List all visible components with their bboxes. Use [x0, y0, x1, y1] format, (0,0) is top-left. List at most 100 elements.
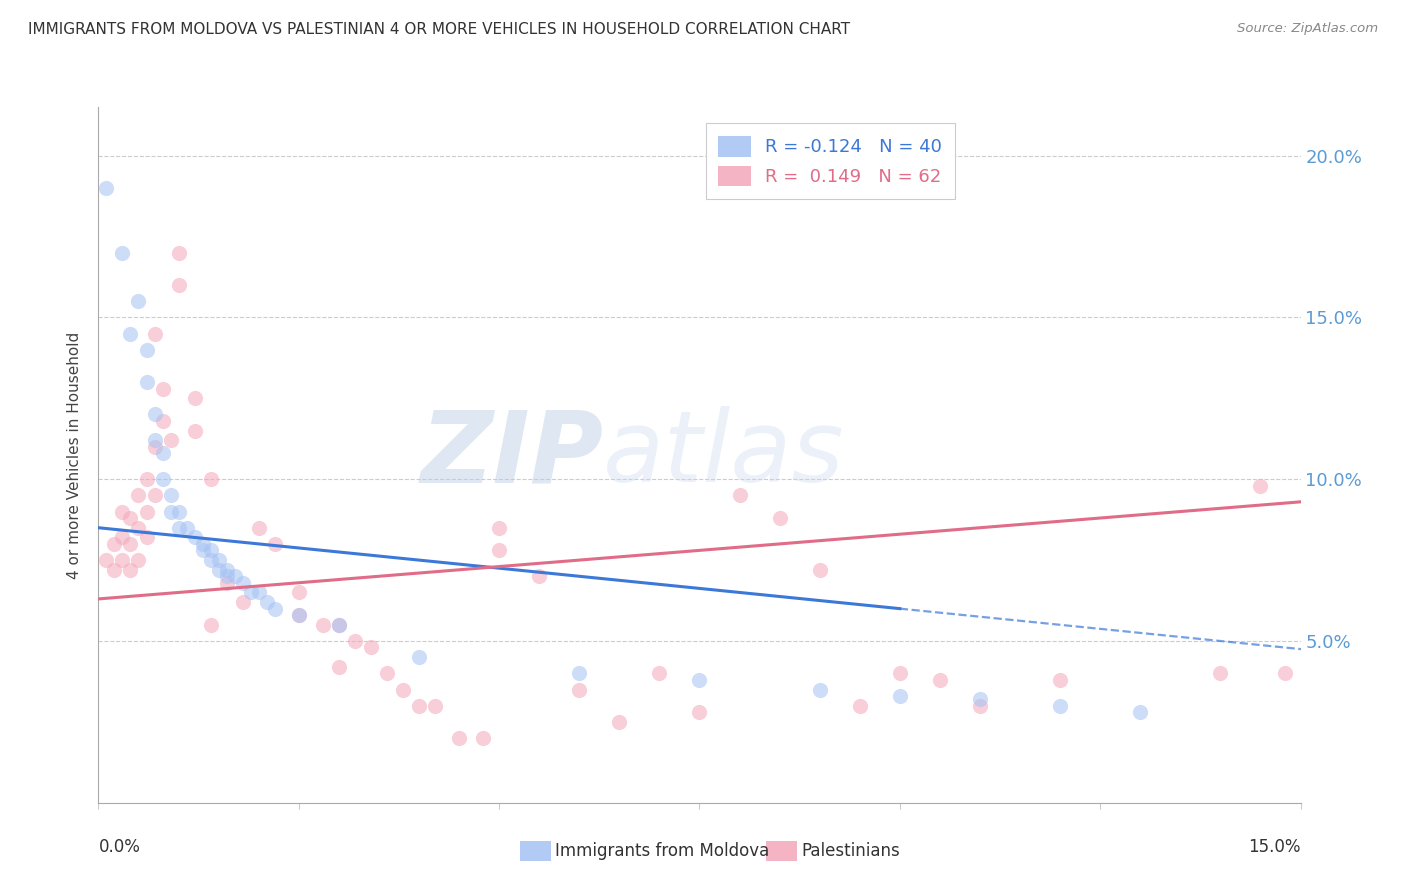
Point: [328, 660, 350, 674]
Point: [288, 585, 311, 599]
Point: [208, 553, 231, 567]
Point: [152, 472, 174, 486]
Point: [128, 521, 150, 535]
Point: [96, 181, 118, 195]
Point: [247, 585, 270, 599]
Point: [111, 531, 134, 545]
Point: [288, 608, 311, 623]
Point: [191, 537, 214, 551]
Point: [1049, 698, 1071, 713]
Point: [568, 682, 591, 697]
Point: [120, 537, 142, 551]
Point: [143, 326, 166, 341]
Point: [167, 504, 190, 518]
Point: [200, 617, 222, 632]
Point: [472, 731, 495, 745]
Point: [167, 245, 190, 260]
Point: [849, 698, 872, 713]
Point: [111, 245, 134, 260]
Legend: R = -0.124   N = 40, R =  0.149   N = 62: R = -0.124 N = 40, R = 0.149 N = 62: [706, 123, 955, 199]
Point: [1049, 673, 1071, 687]
Point: [1274, 666, 1296, 681]
Point: [135, 343, 157, 357]
Point: [689, 705, 711, 719]
Point: [889, 689, 911, 703]
Point: [135, 472, 157, 486]
Point: [328, 617, 350, 632]
Point: [263, 601, 285, 615]
Point: [689, 673, 711, 687]
Point: [120, 511, 142, 525]
Point: [200, 543, 222, 558]
Point: [128, 294, 150, 309]
Point: [224, 569, 246, 583]
Text: Palestinians: Palestinians: [801, 842, 900, 860]
Point: [568, 666, 591, 681]
Point: [152, 414, 174, 428]
Point: [1129, 705, 1152, 719]
Point: [176, 521, 198, 535]
Point: [288, 608, 311, 623]
Point: [375, 666, 398, 681]
Point: [215, 569, 238, 583]
Text: IMMIGRANTS FROM MOLDOVA VS PALESTINIAN 4 OR MORE VEHICLES IN HOUSEHOLD CORRELATI: IMMIGRANTS FROM MOLDOVA VS PALESTINIAN 4…: [28, 22, 851, 37]
Point: [609, 714, 631, 729]
Point: [215, 575, 238, 590]
Point: [232, 595, 254, 609]
Point: [152, 446, 174, 460]
Text: atlas: atlas: [603, 407, 845, 503]
Point: [232, 575, 254, 590]
Point: [159, 434, 181, 448]
Point: [808, 563, 831, 577]
Point: [120, 326, 142, 341]
Point: [128, 553, 150, 567]
Text: Immigrants from Moldova: Immigrants from Moldova: [555, 842, 769, 860]
Point: [183, 424, 205, 438]
Point: [728, 488, 751, 502]
Point: [488, 543, 510, 558]
Point: [239, 585, 262, 599]
Point: [488, 521, 510, 535]
Point: [208, 563, 231, 577]
Point: [103, 537, 125, 551]
Point: [1209, 666, 1232, 681]
Point: [648, 666, 671, 681]
Point: [423, 698, 446, 713]
Point: [889, 666, 911, 681]
Point: [200, 553, 222, 567]
Point: [128, 488, 150, 502]
Point: [120, 563, 142, 577]
Point: [111, 553, 134, 567]
Point: [447, 731, 470, 745]
Point: [135, 504, 157, 518]
Point: [143, 434, 166, 448]
Point: [167, 278, 190, 293]
Point: [215, 563, 238, 577]
Point: [183, 531, 205, 545]
Point: [408, 698, 430, 713]
Point: [143, 408, 166, 422]
Text: 15.0%: 15.0%: [1249, 838, 1301, 856]
Point: [143, 440, 166, 454]
Point: [808, 682, 831, 697]
Point: [360, 640, 382, 655]
Point: [159, 504, 181, 518]
Point: [200, 472, 222, 486]
Point: [312, 617, 335, 632]
Point: [408, 650, 430, 665]
Point: [929, 673, 952, 687]
Point: [152, 382, 174, 396]
Point: [392, 682, 415, 697]
Point: [529, 569, 551, 583]
Point: [969, 692, 991, 706]
Point: [135, 375, 157, 389]
Point: [256, 595, 278, 609]
Text: ZIP: ZIP: [420, 407, 603, 503]
Point: [135, 531, 157, 545]
Point: [183, 392, 205, 406]
Point: [143, 488, 166, 502]
Point: [111, 504, 134, 518]
Point: [167, 521, 190, 535]
Point: [1250, 478, 1272, 492]
Text: Source: ZipAtlas.com: Source: ZipAtlas.com: [1237, 22, 1378, 36]
